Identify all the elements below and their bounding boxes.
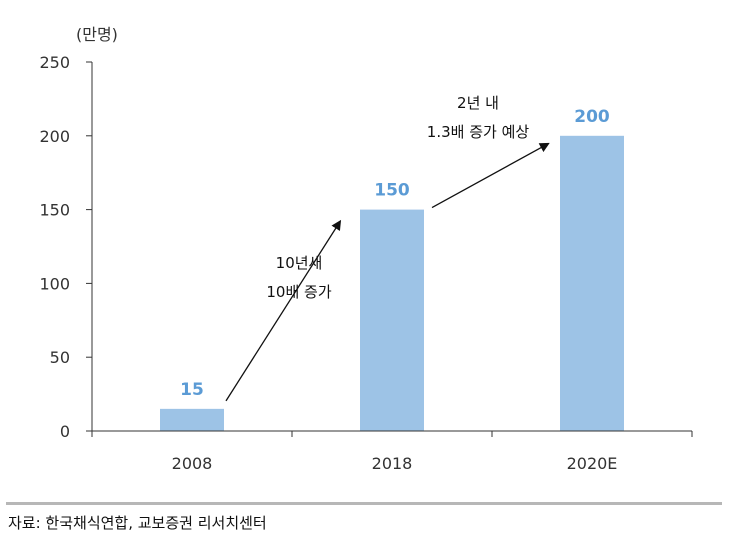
y-tick-label: 100 bbox=[39, 274, 70, 293]
y-tick-label: 0 bbox=[60, 422, 70, 441]
bar-2020e bbox=[560, 135, 624, 432]
data-label: 200 bbox=[574, 107, 610, 127]
x-category-label: 2020E bbox=[567, 454, 618, 473]
growth-arrow-2 bbox=[431, 142, 550, 209]
y-axis-unit-label: (만명) bbox=[76, 25, 118, 44]
y-tick-label: 150 bbox=[39, 201, 70, 220]
data-label: 15 bbox=[180, 380, 204, 400]
growth-annotation-1: 10배 증가 bbox=[266, 283, 331, 301]
growth-annotation-2: 2년 내 bbox=[457, 94, 499, 112]
growth-arrow-1 bbox=[225, 219, 342, 402]
bar-2018 bbox=[360, 209, 424, 431]
growth-annotation-2: 1.3배 증가 예상 bbox=[427, 123, 530, 141]
source-divider bbox=[6, 502, 722, 505]
y-tick-label: 50 bbox=[50, 348, 70, 367]
bar-chart: (만명) 0 50 100 150 200 250 15 150 200 2008 2018 20… bbox=[39, 25, 693, 473]
growth-annotation-1: 10년새 bbox=[276, 254, 323, 272]
data-label: 150 bbox=[374, 181, 410, 201]
x-category-label: 2018 bbox=[372, 454, 413, 473]
x-category-label: 2008 bbox=[172, 454, 213, 473]
bar-2008 bbox=[160, 408, 224, 431]
y-tick-label: 250 bbox=[39, 53, 70, 72]
y-tick-label: 200 bbox=[39, 127, 70, 146]
source-note: 자료: 한국채식연합, 교보증권 리서치센터 bbox=[8, 514, 267, 532]
